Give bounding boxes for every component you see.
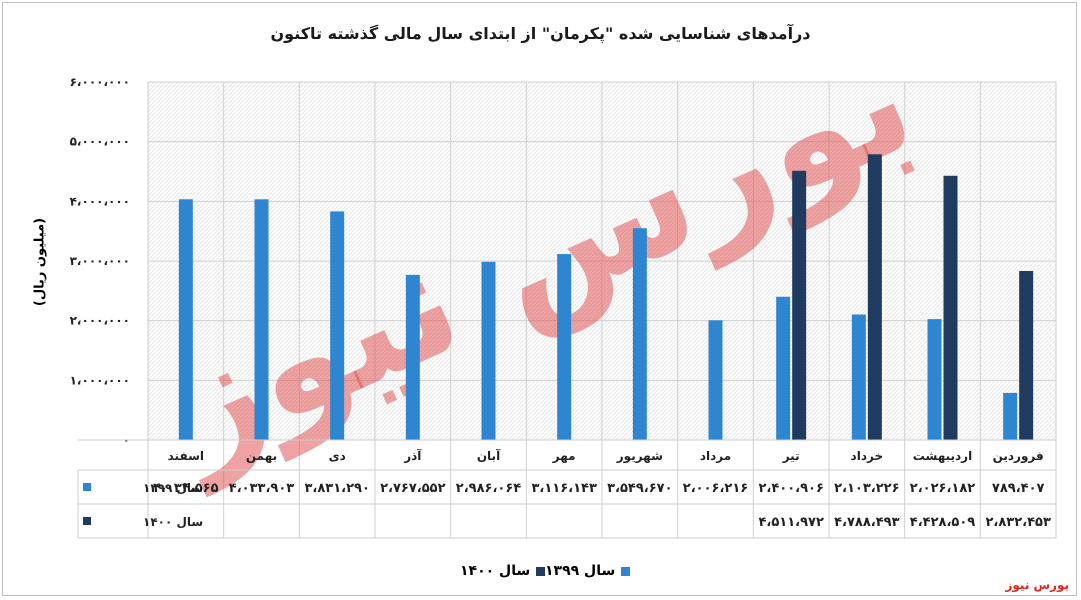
legend-swatch-1400: [536, 566, 546, 576]
category-label: تیر: [782, 449, 800, 463]
bar-1400: [943, 175, 958, 440]
legend-label-1399: سال ۱۳۹۹: [545, 563, 616, 579]
legend-item-1399: سال ۱۳۹۹: [545, 563, 631, 579]
bar-1400: [792, 170, 807, 440]
data-label-1400: ۴،۷۸۸،۴۹۳: [834, 515, 899, 530]
category-label: آذر: [403, 448, 422, 463]
category-label: مرداد: [700, 449, 731, 463]
bar-1399: [632, 228, 647, 440]
bar-1399: [405, 274, 420, 440]
legend-item-1400: سال ۱۴۰۰: [460, 563, 546, 579]
source-label: بورس نیوز: [1005, 578, 1069, 592]
data-label-1399: ۷۸۹،۴۰۷: [992, 481, 1045, 496]
legend-label-1400: سال ۱۴۰۰: [460, 563, 531, 579]
legend-swatch-1399: [621, 566, 631, 576]
table-swatch-1400: [83, 517, 91, 525]
y-tick-label: ۲،۰۰۰،۰۰۰: [70, 314, 130, 328]
category-label: خرداد: [851, 449, 884, 463]
y-tick-label: ۵،۰۰۰،۰۰۰: [70, 135, 130, 149]
data-label-1400: ۴،۴۲۸،۵۰۹: [910, 515, 975, 530]
category-label: مهر: [552, 449, 576, 463]
bar-1399: [330, 211, 345, 440]
data-label-1399: ۳،۵۴۹،۶۷۰: [607, 481, 672, 496]
category-label: بهمن: [246, 449, 277, 463]
data-label-1399: ۲،۱۰۳،۲۲۶: [834, 481, 899, 496]
table-series-name: سال ۱۳۹۹: [143, 481, 203, 495]
y-tick-label: ۴،۰۰۰،۰۰۰: [70, 194, 130, 208]
data-label-1399: ۲،۰۲۶،۱۸۲: [910, 481, 975, 496]
bar-1399: [1003, 392, 1018, 440]
bar-1399: [927, 319, 942, 440]
category-label: فروردین: [993, 449, 1044, 464]
chart-title: درآمدهای شناسایی شده "پکرمان" از ابتدای …: [270, 24, 811, 43]
bar-1399: [708, 320, 723, 440]
category-label: دی: [329, 449, 346, 463]
data-label-1399: ۲،۴۰۰،۹۰۶: [758, 481, 823, 496]
data-label-1399: ۲،۰۰۶،۲۱۶: [683, 481, 748, 496]
bar-1399: [481, 261, 496, 440]
bar-1399: [254, 199, 269, 440]
data-label-1399: ۳،۱۱۶،۱۴۳: [531, 481, 596, 496]
category-label: اسفند: [168, 449, 204, 463]
category-label: شهریور: [616, 449, 663, 464]
bar-1400: [1019, 270, 1034, 440]
y-tick-label: ۳،۰۰۰،۰۰۰: [70, 254, 130, 268]
table-swatch-1399: [83, 483, 91, 491]
bar-1399: [178, 199, 193, 440]
bar-1399: [776, 296, 791, 440]
data-label-1399: ۲،۷۶۷،۵۵۲: [380, 481, 445, 496]
table-series-name: سال ۱۴۰۰: [143, 515, 203, 529]
bar-1399: [557, 254, 572, 440]
data-label-1400: ۴،۵۱۱،۹۷۲: [758, 515, 823, 530]
data-label-1399: ۲،۹۸۶،۰۶۴: [456, 481, 521, 496]
category-label: آبان: [477, 448, 501, 463]
data-label-1399: ۴،۰۳۳،۹۰۳: [229, 481, 294, 496]
y-tick-label: ۱،۰۰۰،۰۰۰: [70, 373, 130, 387]
bar-1400: [867, 154, 882, 440]
bar-1399: [851, 314, 866, 440]
data-label-1399: ۴،۰۳۴،۵۶۵: [153, 481, 218, 496]
y-tick-label: ۶،۰۰۰،۰۰۰: [70, 75, 130, 89]
data-label-1400: ۲،۸۳۲،۴۵۳: [985, 515, 1050, 530]
category-label: اردیبهشت: [913, 449, 972, 463]
data-label-1399: ۳،۸۳۱،۲۹۰: [304, 481, 369, 496]
